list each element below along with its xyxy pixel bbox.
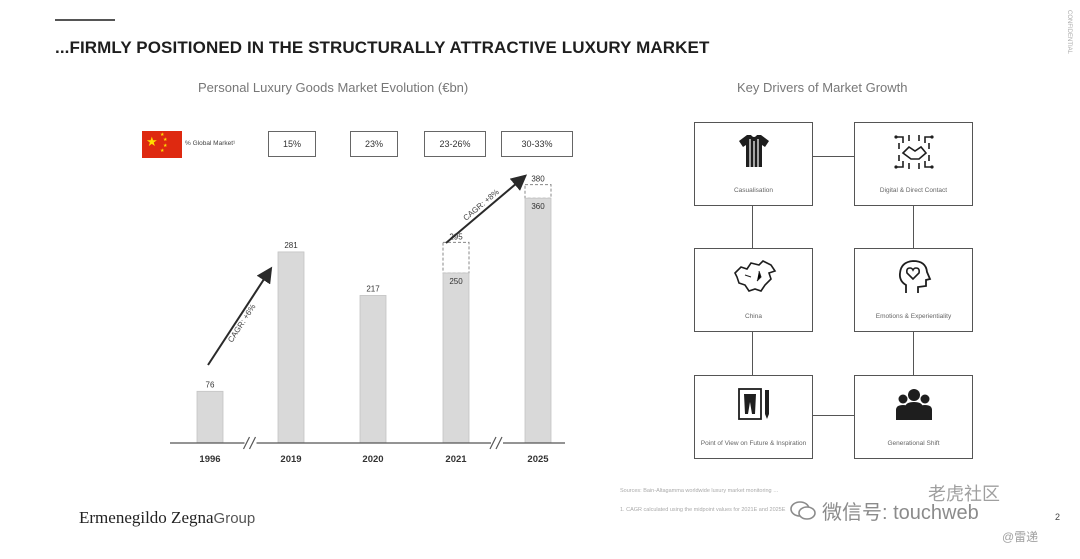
footnote-line: Sources: Bain-Altagamma worldwide luxury… (620, 488, 779, 494)
market-evolution-chart: 76 281 217 295 250 380 360 1996 2019 2020 2021 202… (170, 174, 565, 465)
watermark-wechat-text: 微信号: touchweb (822, 502, 979, 524)
x-tick-label: 2020 (362, 454, 383, 465)
driver-label: Point of View on Future & Inspiration (700, 440, 807, 447)
cagr-arrow-1 (207, 266, 273, 366)
people-group-icon (855, 386, 972, 426)
x-tick-label: 2019 (280, 454, 301, 465)
value-label-2025: 360 (531, 202, 545, 211)
head-heart-icon (855, 259, 972, 299)
projected-range-2021 (442, 241, 470, 274)
cagr-annotation-1: CAGR: +6% (226, 302, 257, 344)
x-tick-label: 2025 (527, 454, 549, 465)
header-rule (55, 19, 115, 21)
global-market-2025: 30-33% (501, 131, 573, 157)
driver-label: Casualisation (733, 187, 774, 194)
driver-label: China (745, 313, 762, 320)
driver-connector (913, 332, 915, 375)
handshake-circuit-icon (855, 133, 972, 173)
driver-china: China (694, 248, 813, 332)
x-tick-label: 1996 (199, 454, 220, 465)
confidential-label: CONFIDENTIAL (1066, 10, 1072, 55)
value-label-2019: 281 (284, 241, 298, 250)
drivers-title: Key Drivers of Market Growth (737, 80, 908, 95)
chart-title: Personal Luxury Goods Market Evolution (… (198, 80, 469, 95)
driver-generational: Generational Shift (854, 375, 973, 459)
china-flag-icon: ★ ★ ★ ★ ★ (142, 131, 182, 158)
driver-label: Generational Shift (887, 440, 940, 447)
driver-connector (813, 415, 854, 417)
bar-2019 (277, 251, 305, 444)
watermark-site: 老虎社区 (928, 484, 1000, 504)
sources-footnote: Sources: Bain-Altagamma worldwide luxury… (620, 487, 785, 515)
cagr-arrow-2 (445, 174, 528, 244)
bar-1996 (196, 390, 224, 444)
logo-name: Ermenegildo Zegna (79, 508, 214, 527)
company-logo: Ermenegildo ZegnaGroup (79, 508, 255, 528)
value-label-2020: 217 (366, 284, 380, 293)
watermark-wechat: 微信号: touchweb (790, 496, 979, 528)
driver-connector (913, 206, 915, 248)
global-market-2021: 23-26% (424, 131, 486, 157)
driver-connector (813, 156, 854, 158)
global-market-label: % Global Market¹ (185, 140, 236, 147)
logo-group: Group (213, 510, 256, 527)
bar-2021 (442, 272, 470, 444)
bar-2025 (524, 197, 552, 444)
china-map-icon (695, 259, 812, 299)
watermark-user: @雷递 (1002, 530, 1039, 544)
axis-break-icon (489, 436, 503, 450)
driver-point-of-view: Point of View on Future & Inspiration (694, 375, 813, 459)
page-number: 2 (1054, 512, 1060, 522)
driver-connector (752, 332, 754, 375)
driver-connector (752, 206, 754, 248)
value-label-2021: 250 (449, 277, 463, 286)
footnote-line: 1. CAGR calculated using the midpoint va… (620, 507, 786, 513)
projected-range-2025 (524, 184, 552, 199)
projected-label-2025: 380 (531, 175, 545, 184)
x-tick-label: 2021 (445, 454, 467, 465)
driver-label: Digital & Direct Contact (879, 187, 948, 194)
value-label-1996: 76 (206, 380, 215, 389)
driver-label: Emotions & Experientiality (875, 313, 952, 320)
page-title: ...FIRMLY POSITIONED IN THE STRUCTURALLY… (55, 38, 710, 57)
wechat-icon (790, 500, 816, 528)
global-market-2019: 15% (268, 131, 316, 157)
driver-digital: Digital & Direct Contact (854, 122, 973, 206)
axis-break-icon (242, 436, 257, 450)
bar-2020 (359, 295, 387, 444)
projected-label-2021: 295 (449, 232, 463, 241)
cagr-annotation-2: CAGR: +8% (462, 187, 501, 222)
global-market-2020: 23% (350, 131, 398, 157)
driver-casualisation: Casualisation (694, 122, 813, 206)
sketch-pencil-icon (695, 386, 812, 426)
driver-emotions: Emotions & Experientiality (854, 248, 973, 332)
tshirt-icon (695, 133, 812, 173)
